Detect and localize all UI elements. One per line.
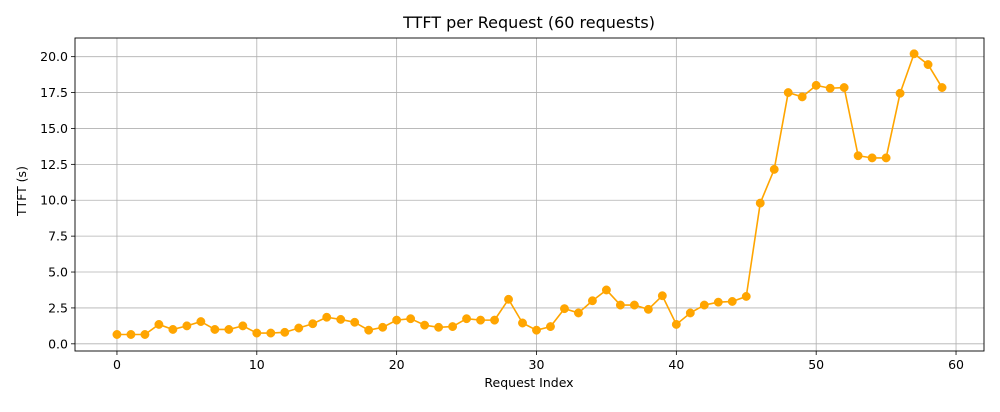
data-point bbox=[909, 49, 919, 59]
x-tick-label: 20 bbox=[389, 357, 405, 372]
x-tick-label: 50 bbox=[808, 357, 824, 372]
data-point bbox=[392, 315, 402, 325]
axes-frame bbox=[74, 37, 985, 352]
data-point bbox=[420, 320, 430, 330]
data-point bbox=[881, 153, 891, 163]
data-point bbox=[923, 60, 933, 70]
y-tick-label: 7.5 bbox=[48, 229, 68, 244]
x-tick-label: 30 bbox=[529, 357, 545, 372]
data-point bbox=[266, 328, 276, 338]
data-point bbox=[657, 291, 667, 301]
data-point bbox=[224, 325, 234, 334]
x-tick-label: 10 bbox=[249, 357, 265, 372]
data-point bbox=[560, 304, 569, 314]
data-point bbox=[154, 319, 164, 329]
grid-lines bbox=[75, 38, 984, 351]
data-point bbox=[168, 325, 178, 334]
data-point bbox=[671, 319, 681, 329]
data-point bbox=[783, 88, 793, 98]
y-tick-label: 20.0 bbox=[40, 49, 68, 64]
data-point bbox=[755, 198, 765, 208]
y-tick-label: 10.0 bbox=[40, 193, 68, 208]
data-point bbox=[699, 300, 709, 310]
plot-frame bbox=[74, 37, 985, 352]
data-point bbox=[210, 325, 220, 334]
x-tick-label: 0 bbox=[113, 357, 121, 372]
y-axis-label: TTFT (s) bbox=[14, 166, 29, 217]
series-layer bbox=[112, 49, 947, 339]
data-point bbox=[490, 315, 499, 325]
data-point bbox=[406, 314, 416, 324]
data-point bbox=[182, 321, 192, 331]
data-point bbox=[140, 330, 150, 339]
x-axis-label: Request Index bbox=[484, 375, 573, 390]
data-point bbox=[797, 92, 807, 102]
tick-marks: 0 10 20 30 40 50 60 0.0 2.5 5.0 7.5 10.0 12.5 15.0 17.… bbox=[40, 49, 964, 372]
y-tick-label: 0.0 bbox=[48, 336, 68, 351]
data-point bbox=[336, 314, 346, 324]
data-point bbox=[350, 317, 360, 327]
data-point bbox=[518, 318, 527, 328]
data-point bbox=[280, 327, 290, 337]
data-point bbox=[238, 321, 248, 331]
data-point bbox=[629, 300, 639, 310]
data-point bbox=[504, 294, 513, 304]
y-tick-label: 5.0 bbox=[48, 265, 68, 280]
data-point bbox=[587, 296, 597, 306]
data-point bbox=[112, 330, 122, 339]
data-point bbox=[448, 322, 458, 332]
data-point bbox=[476, 315, 486, 325]
data-point bbox=[685, 308, 695, 318]
data-point bbox=[462, 314, 472, 324]
data-point bbox=[811, 80, 821, 90]
data-point bbox=[713, 297, 723, 307]
data-point bbox=[364, 325, 374, 335]
data-point bbox=[126, 330, 136, 339]
data-point bbox=[615, 300, 625, 310]
data-point bbox=[546, 322, 555, 332]
chart-title: TTFT per Request (60 requests) bbox=[402, 13, 655, 32]
data-point bbox=[252, 328, 262, 338]
data-point bbox=[378, 322, 388, 332]
x-tick-label: 40 bbox=[668, 357, 684, 372]
data-point bbox=[434, 322, 444, 332]
data-point bbox=[741, 291, 751, 301]
data-point bbox=[308, 319, 318, 329]
data-point bbox=[769, 164, 779, 174]
data-point bbox=[839, 83, 849, 92]
data-point bbox=[867, 153, 877, 163]
data-point bbox=[825, 83, 835, 93]
data-point bbox=[937, 83, 947, 92]
y-tick-label: 17.5 bbox=[40, 85, 68, 100]
data-point bbox=[727, 297, 737, 306]
x-tick-label: 60 bbox=[948, 357, 964, 372]
data-point bbox=[573, 308, 583, 318]
data-point bbox=[601, 285, 611, 295]
data-point bbox=[532, 325, 541, 335]
data-point bbox=[196, 317, 206, 327]
data-point bbox=[643, 304, 653, 314]
data-point bbox=[853, 151, 863, 161]
data-point bbox=[294, 323, 304, 333]
y-tick-label: 15.0 bbox=[40, 121, 68, 136]
data-point bbox=[895, 88, 905, 98]
y-tick-label: 2.5 bbox=[48, 300, 68, 315]
data-point bbox=[322, 312, 332, 322]
y-tick-label: 12.5 bbox=[40, 157, 68, 172]
